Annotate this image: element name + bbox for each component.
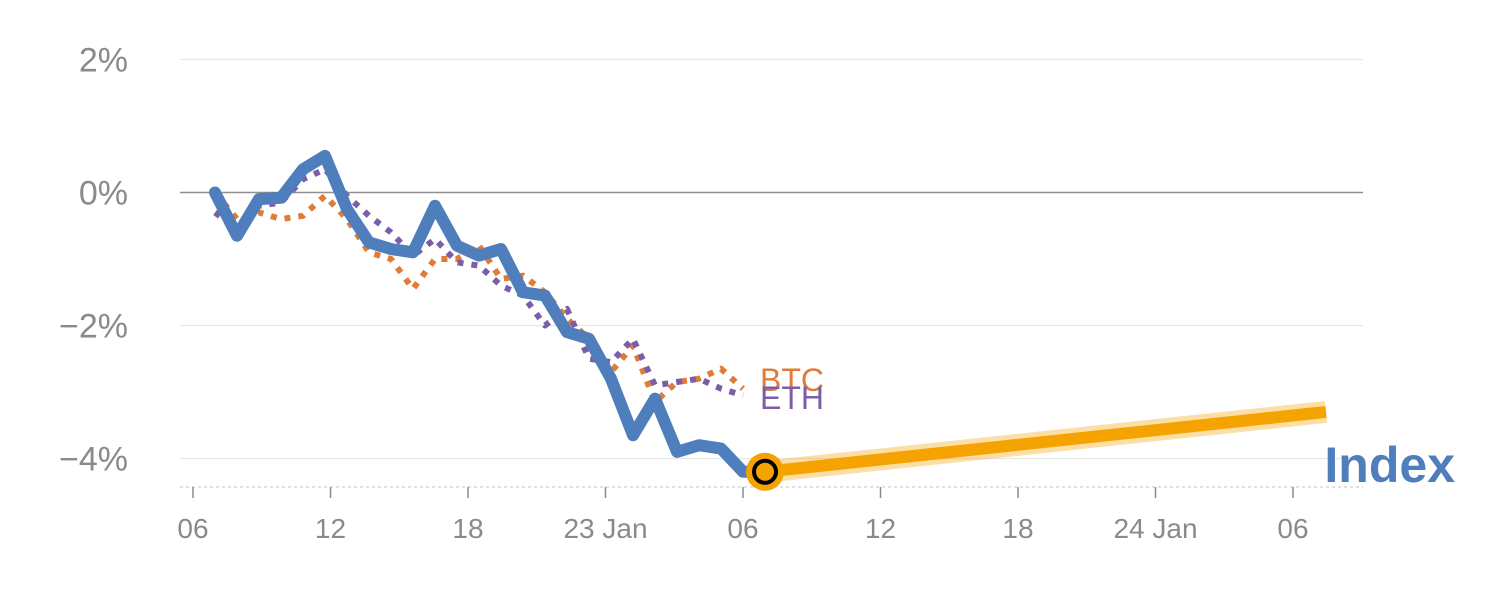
y-tick-label: 0% [79, 175, 128, 213]
current-point-marker [752, 458, 778, 485]
x-tick-label: 18 [1002, 513, 1033, 544]
markers [746, 452, 784, 491]
x-tick-label: 06 [1277, 513, 1308, 544]
series-line-btc [212, 190, 746, 405]
series-line-eth [213, 166, 744, 399]
x-tick-label: 23 Jan [563, 513, 647, 544]
series-line-index [209, 149, 771, 478]
x-tick-label: 06 [727, 513, 758, 544]
series-label-eth: ETH [760, 380, 824, 416]
series-lines [209, 149, 771, 478]
y-tick-label: −2% [59, 308, 128, 346]
x-axis: 06 12 18 23 Jan 06 12 18 24 Jan 06 [177, 486, 1363, 544]
y-tick-label: −4% [59, 441, 128, 479]
projection-line [764, 405, 1327, 478]
x-tick-label: 24 Jan [1113, 513, 1197, 544]
y-axis: 2% 0% −2% −4% [59, 42, 128, 479]
x-tick-label: 12 [865, 513, 896, 544]
projection-line [763, 401, 1328, 483]
x-tick-label: 18 [452, 513, 483, 544]
x-tick-label: 06 [177, 513, 208, 544]
x-tick-label: 12 [315, 513, 346, 544]
series-label-index: Index [1324, 437, 1455, 493]
y-tick-label: 2% [79, 42, 128, 80]
series-label-btc: BTC [760, 362, 824, 398]
